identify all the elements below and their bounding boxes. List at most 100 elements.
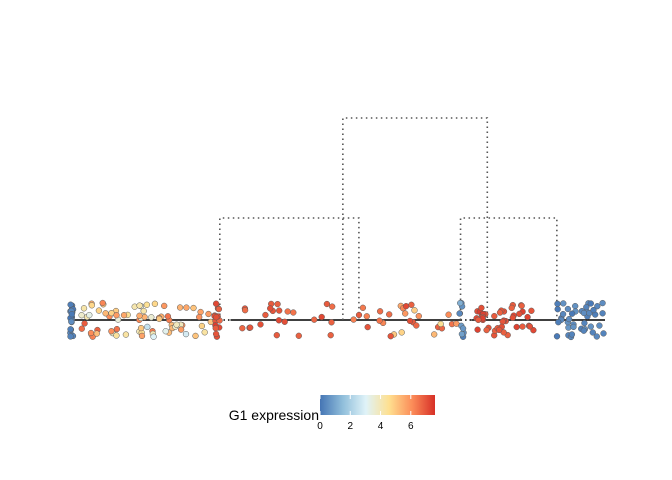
cell-point <box>273 332 280 339</box>
cell-point <box>474 326 481 333</box>
cell-point <box>413 322 420 329</box>
cell-point <box>80 305 88 312</box>
cell-point <box>138 332 146 340</box>
cell-point <box>363 313 370 320</box>
cell-point <box>402 303 410 310</box>
dendrogram-branch <box>219 217 360 320</box>
cell-point <box>284 308 291 315</box>
cell-point <box>329 303 336 310</box>
cell-point <box>198 322 206 330</box>
cell-point <box>589 329 596 336</box>
cell-point <box>524 313 531 321</box>
cell-point <box>212 325 219 332</box>
cell-point <box>102 310 109 317</box>
cell-point <box>113 312 120 319</box>
cell-point <box>570 323 577 331</box>
cell-point <box>456 310 463 317</box>
cell-point <box>406 317 414 325</box>
cell-point <box>376 317 383 324</box>
cell-point <box>78 325 85 332</box>
legend-tick-label: 6 <box>408 421 414 432</box>
legend-colorbar <box>320 395 435 415</box>
cell-point <box>151 300 159 307</box>
cell-point <box>568 331 576 338</box>
cell-point <box>67 333 74 340</box>
cell-point <box>212 300 220 307</box>
cell-point <box>581 319 588 327</box>
cell-point <box>583 303 590 311</box>
cell-point <box>508 304 515 312</box>
cell-point <box>411 307 418 314</box>
cell-point <box>509 314 516 321</box>
cell-point <box>359 304 367 311</box>
cell-point <box>572 302 579 310</box>
cell-point <box>275 317 283 324</box>
cell-point <box>247 324 254 331</box>
cell-point <box>519 323 526 330</box>
cell-point <box>88 302 95 309</box>
cell-point <box>568 310 576 317</box>
cell-point <box>295 332 302 339</box>
cell-point <box>311 316 318 323</box>
cell-point <box>554 306 561 313</box>
cell-point <box>68 318 75 325</box>
cell-point <box>86 311 93 319</box>
cell-point <box>350 316 357 323</box>
cell-point <box>587 323 594 330</box>
cell-point <box>355 311 363 319</box>
cell-point <box>276 307 283 314</box>
cell-point <box>81 320 88 327</box>
cell-point <box>376 308 384 315</box>
legend-ticks: 0 2 4 6 <box>317 395 414 432</box>
cell-point <box>190 304 197 312</box>
cell-point <box>587 300 594 307</box>
cell-point <box>93 330 100 337</box>
cell-point <box>459 325 467 332</box>
cell-point <box>593 333 600 340</box>
cell-point <box>590 306 597 314</box>
cell-point <box>599 310 606 317</box>
cell-point <box>364 323 371 331</box>
cell-point <box>262 311 269 319</box>
legend: G1 expression 0 2 4 6 <box>229 395 435 432</box>
cell-point <box>239 325 246 332</box>
cell-point <box>387 333 394 340</box>
cell-point <box>281 318 288 325</box>
cell-point <box>528 307 535 314</box>
cell-point <box>402 310 409 317</box>
cell-point <box>398 329 405 336</box>
cell-point <box>580 309 588 317</box>
cell-point <box>496 326 503 334</box>
cell-point <box>67 326 74 333</box>
cell-point <box>580 327 587 334</box>
cell-point <box>431 331 438 338</box>
cell-point <box>150 333 157 340</box>
cell-point <box>445 311 452 318</box>
cell-point <box>161 302 168 310</box>
tree-layer <box>70 117 605 321</box>
cell-point <box>491 312 498 320</box>
cell-point <box>596 322 603 329</box>
cell-point <box>156 315 163 323</box>
cell-point <box>78 312 85 319</box>
cell-point <box>173 321 180 328</box>
legend-tick-label: 2 <box>347 421 353 432</box>
cell-point <box>386 311 393 318</box>
cell-point <box>415 312 422 320</box>
cell-point <box>516 310 523 318</box>
legend-title: G1 expression <box>229 407 319 423</box>
cell-point <box>437 320 444 328</box>
cell-point <box>68 311 75 318</box>
cell-point <box>120 312 128 319</box>
cell-point <box>328 319 335 326</box>
cell-point <box>458 330 466 338</box>
cell-point <box>554 300 561 307</box>
cell-point <box>496 309 504 316</box>
cell-point <box>553 333 561 340</box>
cell-point <box>87 329 95 337</box>
cell-point <box>257 321 264 328</box>
cell-point <box>140 307 147 315</box>
cell-point <box>164 313 172 320</box>
